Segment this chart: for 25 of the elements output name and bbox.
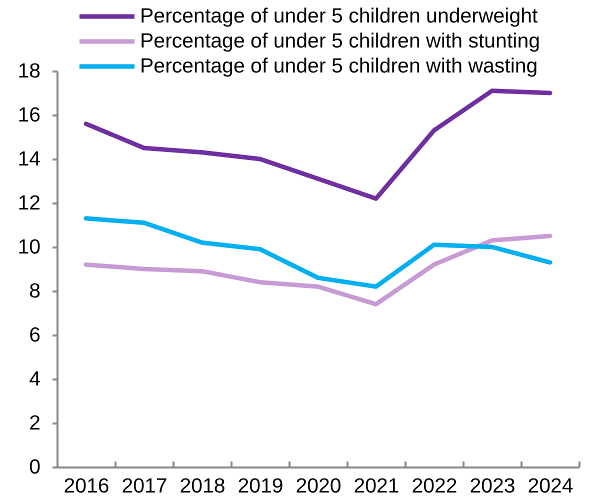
line-series	[84, 88, 552, 201]
x-tick-label: 2024	[528, 474, 574, 498]
x-tick-label: 2022	[412, 474, 458, 498]
line-series	[84, 234, 552, 306]
x-tick-label: 2020	[296, 474, 342, 498]
y-tick-label: 18	[18, 60, 40, 82]
legend-label: Percentage of under 5 children with wasting	[140, 54, 538, 78]
y-tick-label: 2	[29, 412, 40, 434]
y-tick-label: 8	[29, 280, 40, 302]
x-tick-label: 2016	[64, 474, 110, 498]
x-tick-label: 2019	[238, 474, 284, 498]
y-tick-label: 0	[29, 456, 40, 478]
x-tick-label: 2021	[354, 474, 400, 498]
y-tick-label: 4	[29, 368, 40, 390]
legend-label: Percentage of under 5 children underweight	[140, 4, 538, 28]
legend-label: Percentage of under 5 children with stunting	[140, 30, 540, 52]
x-tick-label: 2023	[470, 474, 516, 498]
y-tick-label: 14	[18, 148, 40, 170]
y-tick-label: 6	[29, 324, 40, 346]
y-tick-label: 12	[18, 192, 40, 214]
y-tick-label: 10	[18, 236, 40, 258]
x-tick-label: 2018	[180, 474, 226, 498]
y-tick-label: 16	[18, 104, 40, 126]
line-series	[84, 216, 552, 289]
x-tick-label: 2017	[122, 474, 168, 498]
